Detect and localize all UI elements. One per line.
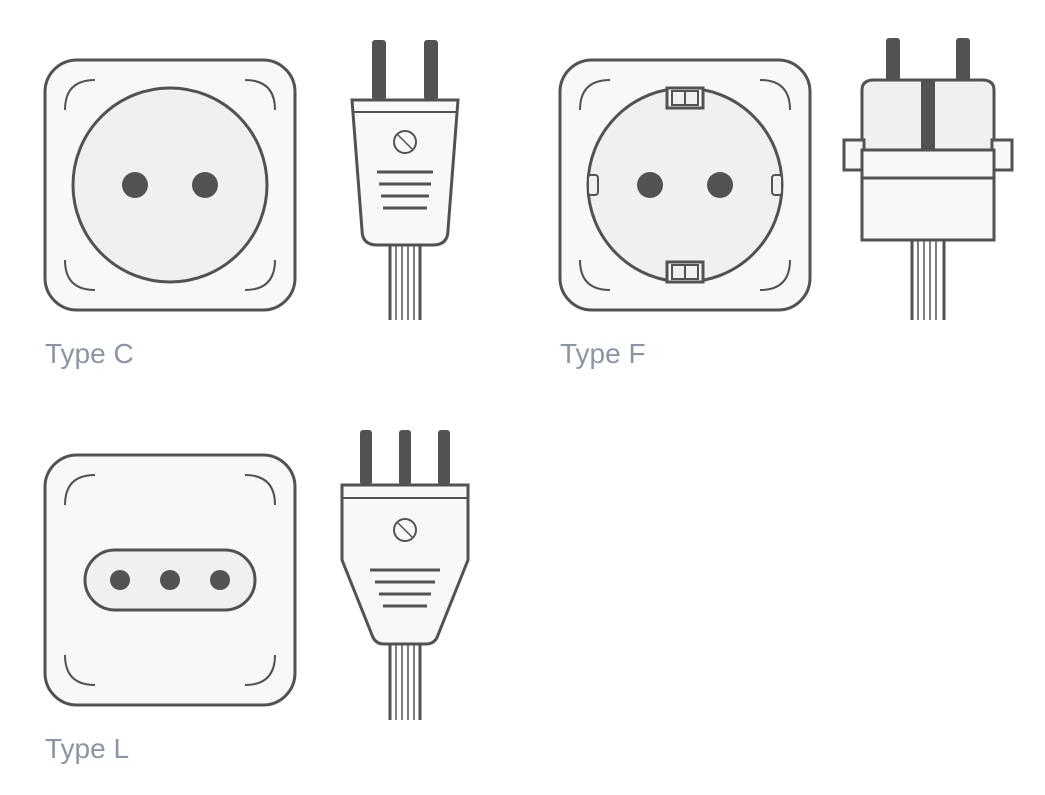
type-f-label: Type F: [560, 338, 646, 370]
plug-types-infographic: Type C: [0, 0, 1045, 795]
type-l-socket: [40, 450, 300, 710]
type-f-socket: [555, 55, 815, 315]
type-c-label: Type C: [45, 338, 134, 370]
type-c-plug: [320, 30, 490, 320]
type-f-plug: [830, 30, 1040, 320]
type-c-socket: [40, 55, 300, 315]
type-l-label: Type L: [45, 733, 129, 765]
type-l-plug: [320, 420, 490, 720]
